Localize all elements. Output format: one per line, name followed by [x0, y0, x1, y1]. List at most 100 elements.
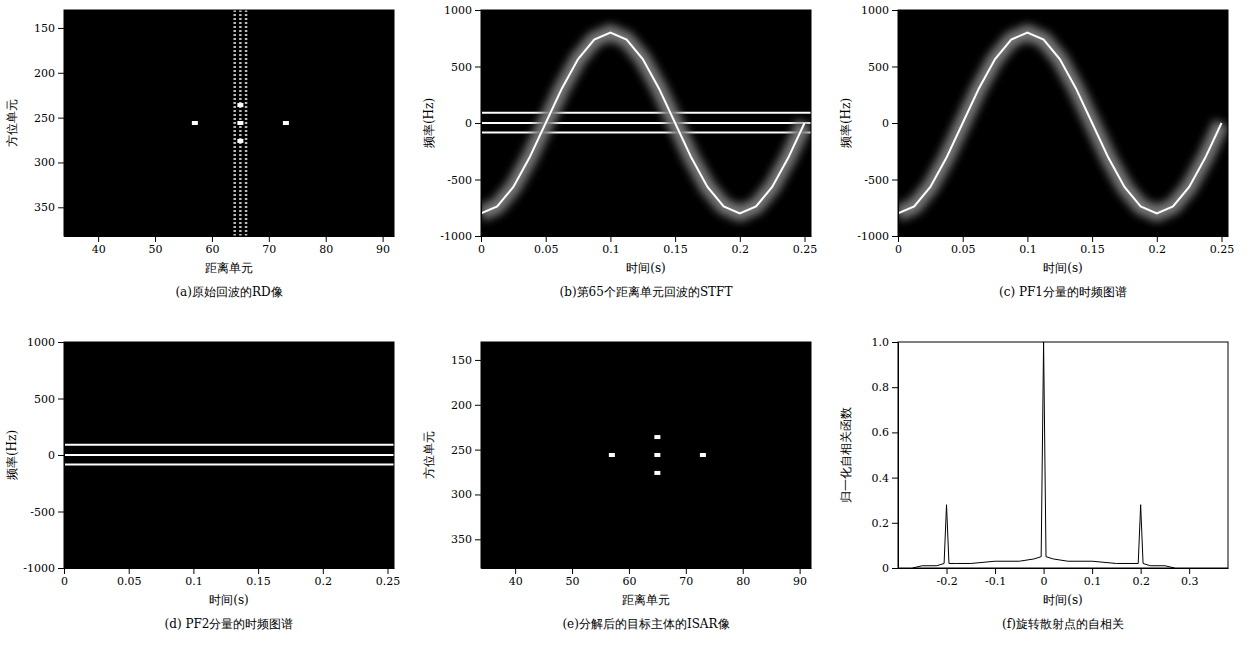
tick-label: 150	[34, 22, 55, 35]
tick-mark	[58, 118, 64, 119]
tick: -500	[864, 174, 898, 187]
tick: 0.05	[117, 568, 141, 588]
tick-mark	[572, 568, 573, 574]
tick-mark	[58, 568, 64, 569]
tick-mark	[323, 568, 324, 574]
tick: 60	[205, 236, 219, 256]
axis-line	[481, 343, 482, 569]
tick-mark	[326, 236, 327, 242]
point	[237, 103, 243, 107]
x-axis: 00.050.10.150.20.25	[478, 236, 817, 256]
tick-label: -500	[864, 174, 889, 187]
tick: 0.4	[872, 472, 899, 485]
tick: 80	[319, 236, 333, 256]
plot-frame	[64, 342, 394, 568]
y-axis: 00.20.40.60.81.0	[872, 336, 899, 575]
tick-label: 0.8	[872, 381, 890, 394]
tick: 250	[34, 112, 64, 125]
figure: 405060708090150200250300350距离单元方位单元(a)原始…	[0, 0, 1251, 664]
tick-mark	[898, 236, 899, 242]
tick-mark	[193, 568, 194, 574]
tick-mark	[515, 568, 516, 574]
tick-label: 0.15	[246, 575, 271, 588]
tick: 0.25	[376, 568, 401, 588]
tick-mark	[58, 207, 64, 208]
tick-label: 300	[451, 488, 472, 501]
tick: -1000	[23, 562, 64, 575]
band	[64, 464, 394, 466]
x-axis-title: 距离单元	[205, 261, 253, 275]
tick-label: 1000	[861, 4, 889, 17]
tick: 0.1	[1019, 236, 1037, 256]
tick-label: 1.0	[872, 336, 890, 349]
tick: 0	[895, 236, 902, 256]
tick-label: 80	[319, 243, 333, 256]
tick-label: 0	[895, 243, 902, 256]
x-axis-title: 距离单元	[622, 593, 670, 607]
tick-mark	[212, 236, 213, 242]
tick-label: 50	[149, 243, 163, 256]
tick: 0	[48, 449, 64, 462]
tick-label: -0.1	[985, 575, 1006, 588]
tick-label: 0.2	[872, 517, 890, 530]
axis-line	[482, 236, 812, 237]
tick: 0.8	[872, 381, 899, 394]
band	[481, 112, 811, 114]
point	[654, 471, 660, 475]
marks	[609, 435, 706, 475]
tick-mark	[963, 236, 964, 242]
tick: 0	[1041, 568, 1048, 588]
tick-mark	[58, 512, 64, 513]
tick-label: 90	[376, 243, 390, 256]
tick-mark	[892, 123, 898, 124]
tick: 1000	[444, 4, 481, 17]
tick: 1.0	[872, 336, 899, 349]
point	[237, 139, 243, 143]
tick-mark	[58, 28, 64, 29]
tick: 0.15	[1080, 236, 1105, 256]
tick-label: 0.05	[117, 575, 141, 588]
tick: 300	[451, 488, 481, 501]
tick: 0.3	[1181, 568, 1199, 588]
tick-mark	[475, 360, 481, 361]
tick-label: 0.1	[602, 243, 620, 256]
tick: 1000	[27, 336, 64, 349]
tick-mark	[995, 568, 996, 574]
tick-mark	[800, 568, 801, 574]
tick-label: 0	[882, 562, 889, 575]
axis-line	[64, 11, 65, 237]
tick-label: 250	[451, 444, 472, 457]
y-axis: 150200250300350	[34, 11, 65, 237]
band	[481, 132, 811, 134]
caption: (c) PF1分量的时频图谱	[999, 285, 1127, 299]
y-axis: 150200250300350	[451, 343, 482, 569]
band	[481, 122, 811, 124]
tick: 0	[478, 236, 485, 256]
axis-line	[898, 343, 899, 569]
tick: 0.25	[793, 236, 818, 256]
tick-label: 0	[1041, 575, 1048, 588]
tick: 0.2	[1149, 236, 1167, 256]
tick-mark	[892, 478, 898, 479]
y-axis-title: 方位单元	[5, 99, 19, 147]
tick-label: 60	[205, 243, 219, 256]
tick-mark	[475, 405, 481, 406]
y-axis: -1000-50005001000	[857, 4, 898, 243]
tick-mark	[892, 387, 898, 388]
tick-mark	[475, 180, 481, 181]
tick: 150	[451, 354, 481, 367]
tick-mark	[892, 10, 898, 11]
tick-mark	[1222, 236, 1223, 242]
tick-label: 0.05	[534, 243, 559, 256]
tick-mark	[1027, 236, 1028, 242]
caption: (f)旋转散射点的自相关	[1002, 617, 1124, 631]
tick-label: 0.2	[1149, 243, 1167, 256]
tick-label: 0.15	[1080, 243, 1105, 256]
tick-mark	[1141, 568, 1142, 574]
tick-label: 200	[34, 67, 55, 80]
tick-mark	[675, 236, 676, 242]
caption: (b)第65个距离单元回波的STFT	[560, 285, 733, 299]
y-axis-title: 频率(Hz)	[839, 98, 853, 148]
tick-label: 1000	[444, 4, 472, 17]
plot-background	[64, 342, 394, 568]
